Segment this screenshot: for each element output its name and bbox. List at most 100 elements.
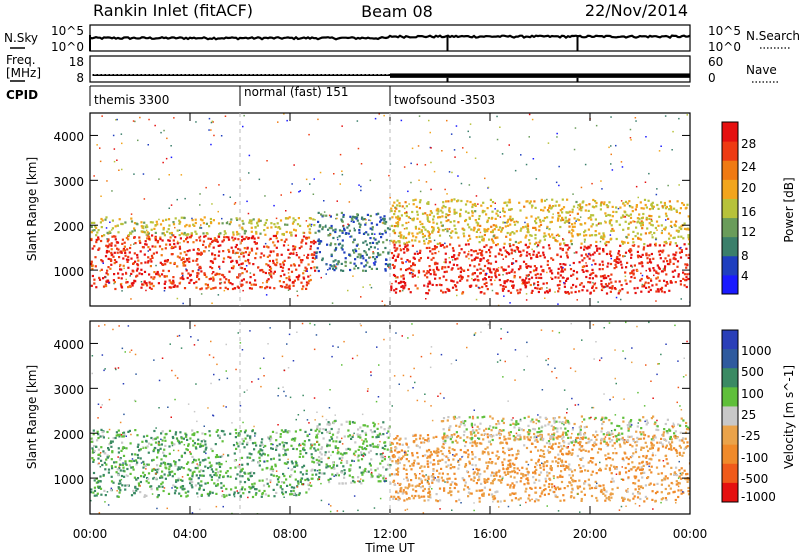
velocity-cell — [310, 445, 313, 448]
velocity-cell — [187, 490, 190, 493]
power-cell — [670, 208, 673, 211]
power-cell — [183, 216, 186, 220]
power-cell — [252, 263, 255, 266]
power-cell — [569, 240, 573, 243]
power-cell — [662, 260, 665, 263]
power-cell — [602, 234, 606, 237]
velocity-cell — [229, 432, 232, 435]
power-cell — [384, 222, 387, 225]
power-cell — [281, 266, 285, 269]
power-cell — [212, 276, 215, 279]
power-speck — [637, 196, 639, 199]
power-cell — [655, 290, 658, 293]
power-cell — [118, 218, 121, 221]
power-cell — [412, 235, 415, 238]
velocity-cell — [543, 461, 546, 464]
power-speck — [109, 221, 111, 223]
power-speck — [162, 161, 164, 164]
power-heatmap — [90, 113, 690, 306]
power-speck — [417, 276, 419, 278]
power-speck — [154, 124, 156, 127]
velocity-cell — [147, 451, 150, 454]
power-cell — [535, 222, 538, 225]
power-cell — [590, 218, 593, 221]
power-cell — [127, 258, 130, 261]
power-cell — [540, 265, 543, 268]
power-cell — [646, 257, 649, 260]
velocity-cell — [529, 436, 532, 439]
power-cell — [509, 238, 512, 241]
velocity-cell — [607, 456, 610, 459]
velocity-cell — [160, 475, 163, 478]
power-cell — [680, 250, 683, 253]
velocity-cell — [171, 470, 174, 473]
power-cell — [199, 226, 202, 229]
power-speck — [487, 186, 490, 189]
power-cell — [457, 267, 460, 270]
velocity-cell — [320, 457, 323, 460]
power-speck — [335, 217, 337, 220]
power-cell — [643, 198, 647, 201]
velocity-cell — [271, 430, 275, 433]
velocity-cell — [594, 463, 597, 466]
power-speck — [563, 277, 565, 279]
power-cell — [601, 260, 604, 263]
velocity-cell — [316, 436, 319, 439]
velocity-cell — [90, 491, 93, 494]
velocity-cell — [549, 467, 552, 470]
power-cell — [524, 243, 527, 247]
power-cell — [161, 232, 164, 235]
velocity-cell — [221, 494, 224, 498]
power-cell — [595, 245, 598, 248]
power-cell — [267, 264, 270, 267]
velocity-cell — [631, 445, 634, 448]
power-cell — [435, 266, 439, 269]
velocity-cell — [368, 462, 371, 465]
power-cell — [510, 252, 513, 255]
velocity-cell — [352, 479, 355, 483]
power-cell — [676, 260, 680, 263]
power-cell — [582, 285, 585, 288]
velocity-cell — [365, 440, 368, 443]
power-speck — [357, 147, 360, 150]
velocity-cell — [118, 479, 122, 482]
velocity-cell — [258, 479, 261, 482]
power-speck — [120, 133, 123, 135]
power-cell — [424, 212, 427, 215]
power-speck — [115, 119, 117, 121]
power-cell — [396, 276, 399, 279]
velocity-cell — [279, 435, 282, 438]
power-cell — [288, 275, 291, 278]
power-cell — [373, 246, 376, 249]
power-cell — [563, 268, 567, 271]
power-speck — [610, 145, 612, 147]
power-speck — [158, 218, 160, 221]
power-speck — [165, 157, 168, 160]
power-cell — [518, 250, 521, 253]
velocity-cell — [104, 468, 107, 471]
velocity-cell — [139, 491, 142, 494]
power-speck — [199, 204, 201, 206]
velocity-cell — [333, 420, 336, 423]
power-cell — [345, 232, 348, 235]
velocity-cell — [641, 476, 644, 479]
power-cell — [533, 242, 537, 246]
power-cell — [342, 269, 345, 272]
power-cell — [210, 287, 213, 290]
power-cell — [140, 268, 143, 271]
velocity-cell — [533, 500, 537, 503]
power-cell — [640, 224, 643, 227]
power-cell — [478, 286, 481, 290]
power-cell — [399, 231, 402, 234]
power-cell — [529, 200, 532, 203]
power-cell — [683, 243, 686, 246]
power-cell — [121, 238, 124, 241]
power-cell — [641, 285, 644, 288]
power-cell — [123, 245, 126, 248]
power-cell — [182, 240, 186, 243]
power-cell — [308, 217, 311, 220]
power-cell — [469, 285, 472, 288]
power-cell — [129, 246, 132, 250]
power-speck — [218, 184, 220, 186]
velocity-cell — [390, 447, 393, 450]
